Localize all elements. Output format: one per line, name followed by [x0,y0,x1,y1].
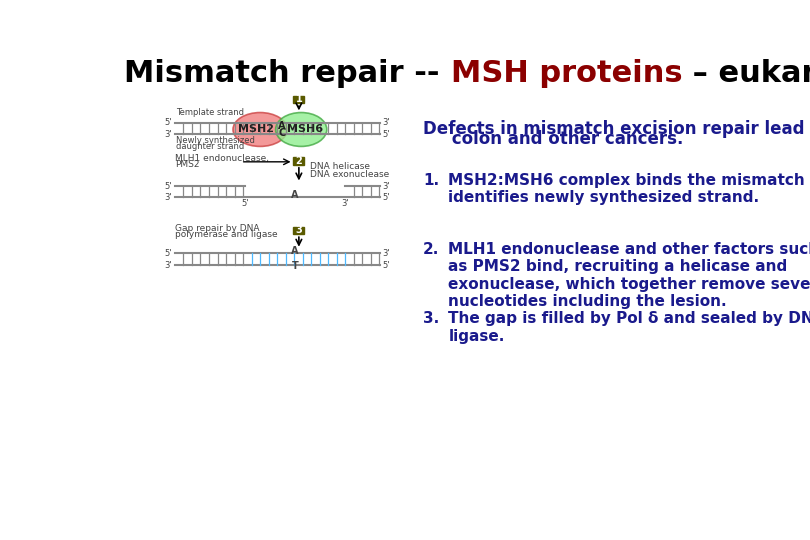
Text: T: T [292,261,298,271]
Text: 5': 5' [382,193,390,202]
Text: A: A [292,246,299,256]
Text: 1.: 1. [423,173,439,187]
FancyBboxPatch shape [293,96,305,103]
Text: colon and other cancers.: colon and other cancers. [423,130,684,148]
Text: A: A [292,190,299,200]
Text: MSH2:MSH6 complex binds the mismatch and
identifies newly synthesized strand.: MSH2:MSH6 complex binds the mismatch and… [449,173,810,205]
Text: A: A [278,120,286,131]
Text: MSH2: MSH2 [238,125,275,134]
Text: MSH6: MSH6 [287,125,323,134]
Text: Gap repair by DNA: Gap repair by DNA [175,224,259,233]
Text: 3': 3' [382,182,390,191]
Text: daughter strand: daughter strand [177,142,245,151]
Text: C: C [278,127,285,138]
Text: 3: 3 [296,225,302,235]
Text: 2: 2 [296,156,302,166]
Text: 3': 3' [164,260,172,269]
Text: Mismatch repair --: Mismatch repair -- [125,59,450,88]
Text: MLH1 endonuclease,: MLH1 endonuclease, [175,154,269,163]
Text: 5': 5' [164,118,172,127]
Text: 3': 3' [382,118,390,127]
FancyBboxPatch shape [293,157,305,165]
Text: 5': 5' [164,249,172,258]
Text: 3': 3' [342,199,349,208]
Text: 5': 5' [382,260,390,269]
Text: polymerase and ligase: polymerase and ligase [175,231,278,239]
Text: 2.: 2. [423,242,439,257]
Text: Newly synthesized: Newly synthesized [177,137,255,145]
Ellipse shape [233,112,288,146]
Text: 3': 3' [164,193,172,202]
Text: MLH1 endonuclease and other factors such
as PMS2 bind, recruiting a helicase and: MLH1 endonuclease and other factors such… [449,242,810,309]
Text: The gap is filled by Pol δ and sealed by DNA
ligase.: The gap is filled by Pol δ and sealed by… [449,311,810,343]
Text: Defects in mismatch excision repair lead to: Defects in mismatch excision repair lead… [423,120,810,138]
Text: Template strand: Template strand [177,108,245,117]
Text: 3': 3' [382,249,390,258]
Text: 1: 1 [296,94,302,104]
Ellipse shape [275,112,326,146]
Text: DNA exonuclease: DNA exonuclease [310,170,390,179]
Text: MSH proteins: MSH proteins [450,59,682,88]
Text: 3.: 3. [423,311,439,326]
Text: 5': 5' [382,130,390,139]
Text: 5': 5' [241,199,249,208]
Text: PMS2: PMS2 [175,160,199,170]
Text: 5': 5' [164,182,172,191]
Text: – eukaryotes: – eukaryotes [682,59,810,88]
Text: 3': 3' [164,130,172,139]
FancyBboxPatch shape [293,226,305,234]
Text: DNA helicase: DNA helicase [310,162,370,171]
